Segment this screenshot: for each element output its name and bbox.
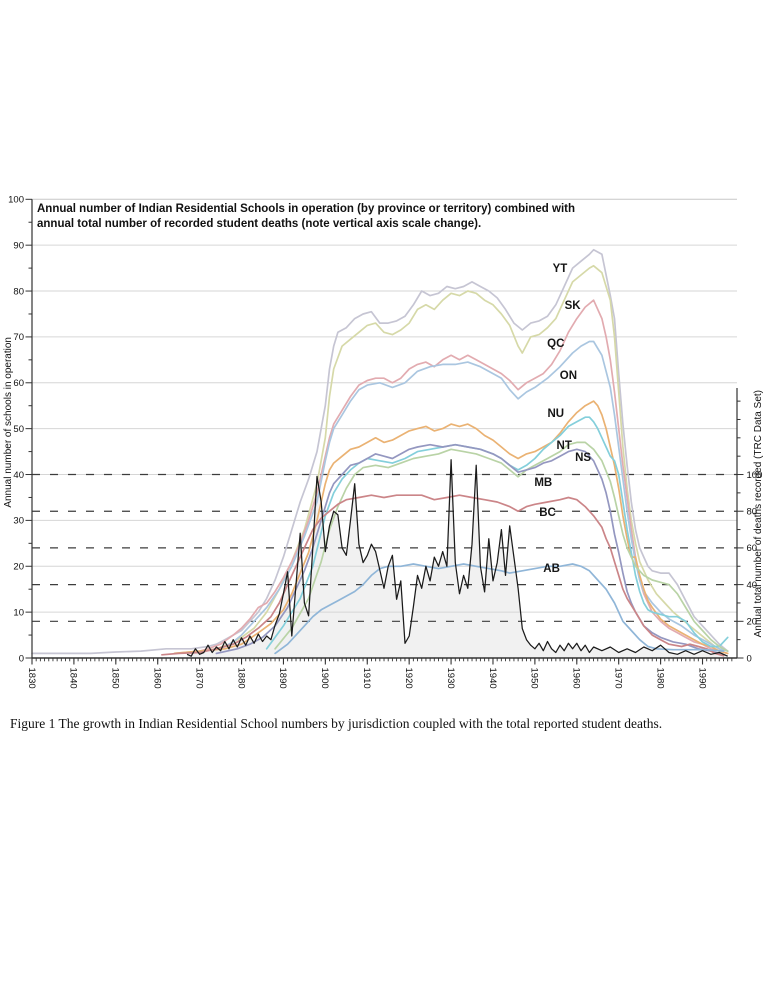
x-tick-label: 1850 bbox=[110, 668, 121, 689]
series-label-YT: YT bbox=[553, 263, 568, 275]
x-tick-label: 1890 bbox=[277, 668, 288, 689]
series-label-NT: NT bbox=[557, 440, 572, 452]
chart-plot: 0 10 20 30 40 50 60 70 80 90 100 0 20 40 60 80 100 1830 18… bbox=[8, 195, 763, 689]
chart-title: Annual number of Indian Residential Scho… bbox=[37, 202, 575, 232]
x-tick-label: 1980 bbox=[654, 668, 665, 689]
left-tick-label: 20 bbox=[13, 562, 24, 573]
series-label-NU: NU bbox=[547, 408, 564, 420]
series-line-ON bbox=[219, 340, 729, 652]
x-tick-label: 1930 bbox=[445, 668, 456, 689]
left-tick-label: 0 bbox=[19, 653, 24, 664]
series-line-NU bbox=[173, 400, 729, 655]
left-tick-label: 90 bbox=[13, 240, 24, 251]
series-label-MB: MB bbox=[534, 477, 552, 489]
x-tick-label: 1910 bbox=[361, 668, 372, 689]
x-tick-label: 1920 bbox=[403, 668, 414, 689]
left-tick-label: 60 bbox=[13, 378, 24, 389]
right-tick-label: 80 bbox=[747, 507, 758, 518]
x-tick-label: 1940 bbox=[487, 668, 498, 689]
right-tick-label: 0 bbox=[747, 653, 752, 664]
left-tick-label: 50 bbox=[13, 424, 24, 435]
right-tick-label: 40 bbox=[747, 580, 758, 591]
series-line-AB bbox=[274, 563, 725, 655]
series-label-NS: NS bbox=[575, 452, 591, 464]
series-label-SK: SK bbox=[565, 300, 582, 312]
series-label-AB: AB bbox=[543, 563, 560, 575]
left-tick-label: 80 bbox=[13, 286, 24, 297]
x-tick-label: 1880 bbox=[235, 668, 246, 689]
series-line-MB bbox=[215, 443, 721, 655]
series-line-NS bbox=[274, 441, 729, 652]
right-tick-label: 20 bbox=[747, 617, 758, 628]
x-tick-label: 1900 bbox=[319, 668, 330, 689]
chart-title-line2: annual total number of recorded student … bbox=[37, 218, 482, 230]
left-tick-label: 100 bbox=[8, 195, 24, 206]
series-label-BC: BC bbox=[539, 507, 556, 519]
x-tick-label: 1960 bbox=[571, 668, 582, 689]
left-axis-title: Annual number of schools in operation bbox=[3, 337, 14, 508]
series-line-SK bbox=[173, 264, 725, 655]
series-label-QC: QC bbox=[547, 338, 564, 350]
left-tick-label: 10 bbox=[13, 607, 24, 618]
x-tick-label: 1830 bbox=[26, 668, 37, 689]
series-line-BC bbox=[161, 494, 725, 657]
left-tick-label: 30 bbox=[13, 516, 24, 527]
x-tick-label: 1860 bbox=[152, 668, 163, 689]
right-axis-title: Annual total number of deaths recorded (… bbox=[753, 390, 764, 638]
x-tick-label: 1970 bbox=[613, 668, 624, 689]
x-tick-label: 1990 bbox=[696, 668, 707, 689]
chart-title-line1: Annual number of Indian Residential Scho… bbox=[37, 203, 575, 215]
deaths-line bbox=[186, 459, 728, 657]
right-tick-label: 100 bbox=[747, 470, 763, 481]
figure-caption: Figure 1 The growth in Indian Residentia… bbox=[10, 716, 663, 731]
x-tick-label: 1840 bbox=[68, 668, 79, 689]
right-tick-label: 60 bbox=[747, 543, 758, 554]
series-label-ON: ON bbox=[560, 370, 577, 382]
left-tick-label: 40 bbox=[13, 470, 24, 481]
x-tick-label: 1950 bbox=[529, 668, 540, 689]
x-tick-label: 1870 bbox=[193, 668, 204, 689]
series-line-NT bbox=[265, 416, 729, 650]
left-tick-label: 70 bbox=[13, 332, 24, 343]
